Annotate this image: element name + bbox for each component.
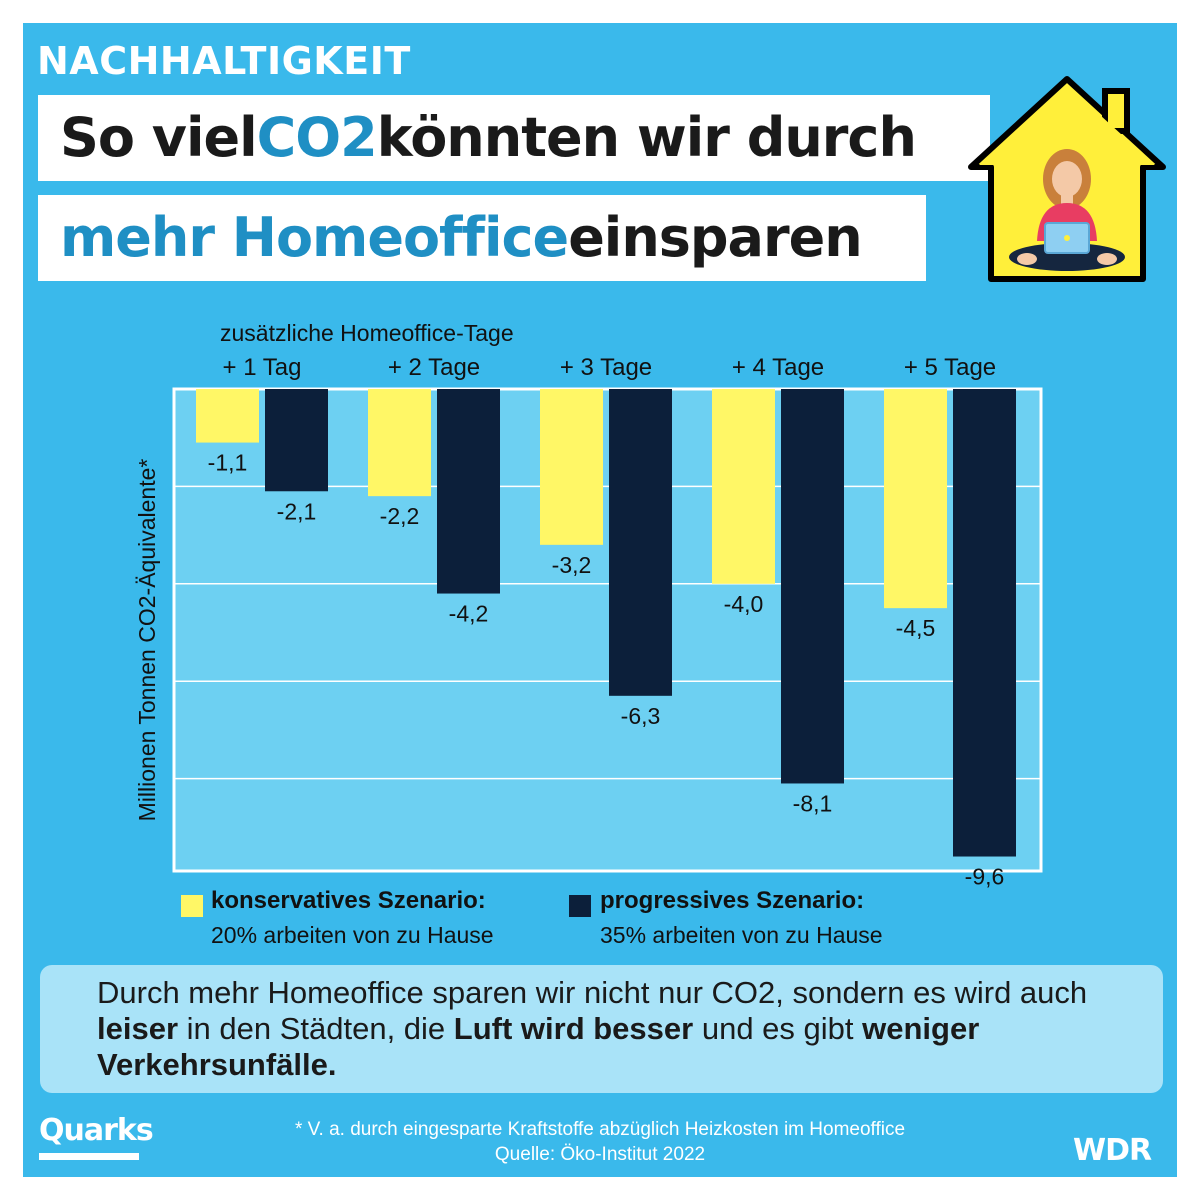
legend-swatch-progressive [569, 895, 591, 917]
quarks-logo-underline [39, 1153, 139, 1160]
bar-progressive [781, 389, 844, 784]
data-label-conservative: -4,0 [724, 591, 764, 617]
data-label-conservative: -4,5 [896, 615, 936, 641]
data-label-progressive: -9,6 [965, 864, 1005, 890]
info-text: Durch mehr Homeoffice sparen wir nicht n… [97, 975, 1088, 1082]
category-tick-label: + 2 Tage [388, 354, 480, 381]
category-tick-label: + 4 Tage [732, 354, 824, 381]
category-tick-label: + 3 Tage [560, 354, 652, 381]
bar-progressive [609, 389, 672, 696]
info-box: Durch mehr Homeoffice sparen wir nicht n… [40, 965, 1163, 1093]
data-label-conservative: -3,2 [552, 552, 592, 578]
infographic-card: NACHHALTIGKEIT So viel CO2 könnten wir d… [23, 23, 1177, 1177]
legend-progressive-subtitle: 35% arbeiten von zu Hause [600, 922, 883, 948]
data-label-progressive: -8,1 [793, 790, 833, 816]
data-label-progressive: -4,2 [449, 601, 489, 627]
quarks-logo: Quarks [39, 1113, 154, 1148]
headline-part: So viel [60, 106, 258, 169]
category-tick-label: + 5 Tage [904, 354, 996, 381]
legend-conservative-subtitle: 20% arbeiten von zu Hause [211, 922, 494, 948]
data-label-progressive: -6,3 [621, 703, 661, 729]
bar-conservative [368, 389, 431, 497]
legend-conservative-title: konservatives Szenario: [211, 887, 486, 914]
bar-progressive [953, 389, 1016, 857]
data-label-conservative: -2,2 [380, 503, 420, 529]
bar-conservative [196, 389, 259, 443]
category-axis-title: zusätzliche Homeoffice-Tage [220, 320, 514, 346]
headline-highlight-homeoffice: mehr Homeoffice [60, 206, 569, 269]
bar-conservative [712, 389, 775, 584]
data-label-conservative: -1,1 [208, 450, 248, 476]
headline-line-2: mehr Homeoffice einsparen [38, 195, 926, 281]
bar-conservative [884, 389, 947, 609]
y-axis-label: Millionen Tonnen CO2-Äquivalente* [134, 459, 160, 822]
footnote: * V. a. durch eingesparte Kraftstoffe ab… [294, 1119, 906, 1140]
headline-part: einsparen [568, 206, 863, 269]
bar-chart: Millionen Tonnen CO2-Äquivalente* zusätzl… [134, 320, 1043, 890]
bar-progressive [265, 389, 328, 492]
bar-conservative [540, 389, 603, 545]
wdr-logo: WDR [1073, 1133, 1152, 1168]
kicker-label: NACHHALTIGKEIT [37, 39, 411, 83]
legend-progressive-title: progressives Szenario: [600, 887, 865, 914]
legend-swatch-conservative [181, 895, 203, 917]
bar-progressive [437, 389, 500, 594]
headline-highlight-co2: CO2 [256, 106, 378, 169]
house-homeoffice-icon [968, 76, 1166, 282]
headline-line-1: So viel CO2 könnten wir durch [38, 95, 990, 181]
data-label-progressive: -2,1 [277, 498, 317, 524]
source-note: Quelle: Öko-Institut 2022 [494, 1144, 706, 1165]
category-tick-label: + 1 Tag [223, 354, 302, 381]
headline-part: könnten wir durch [376, 106, 917, 169]
